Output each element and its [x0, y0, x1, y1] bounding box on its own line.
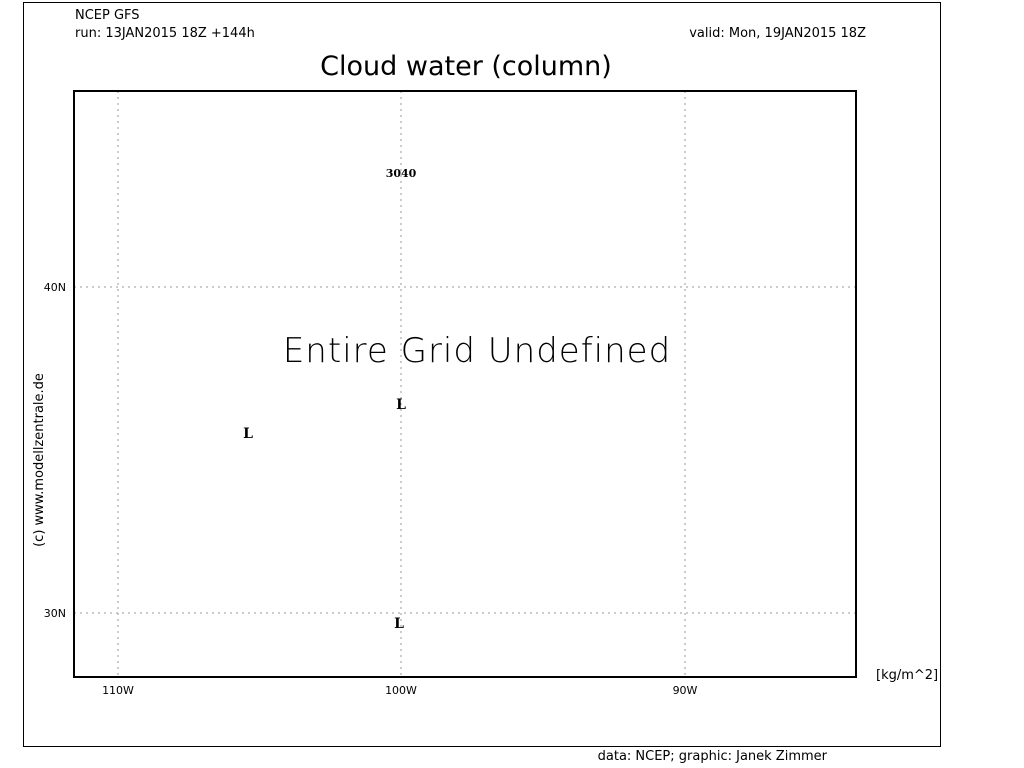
- map-title: Cloud water (column): [320, 51, 612, 82]
- copyright: (c) www.modellzentrale.de: [32, 373, 47, 547]
- lon-label: 100W: [385, 684, 417, 697]
- units-label: [kg/m^2]: [876, 668, 938, 683]
- valid-label: valid: Mon, 19JAN2015 18Z: [689, 26, 866, 41]
- low-pressure-center: L: [396, 397, 406, 413]
- lat-label: 40N: [44, 281, 66, 294]
- run-label: run: 13JAN2015 18Z +144h: [75, 26, 255, 41]
- plot-frame: [73, 90, 857, 678]
- lon-label: 90W: [673, 684, 698, 697]
- model-label: NCEP GFS: [75, 8, 140, 23]
- lon-label: 110W: [102, 684, 134, 697]
- low-pressure-center: L: [243, 426, 253, 442]
- low-pressure-center: L: [394, 616, 404, 632]
- outer-frame: [23, 2, 941, 747]
- undefined-message: Entire Grid Undefined: [283, 331, 671, 371]
- lat-label: 30N: [44, 607, 66, 620]
- credits: data: NCEP; graphic: Janek Zimmer: [598, 749, 828, 764]
- contour-label: 3040: [386, 167, 417, 180]
- grid: [74, 91, 856, 677]
